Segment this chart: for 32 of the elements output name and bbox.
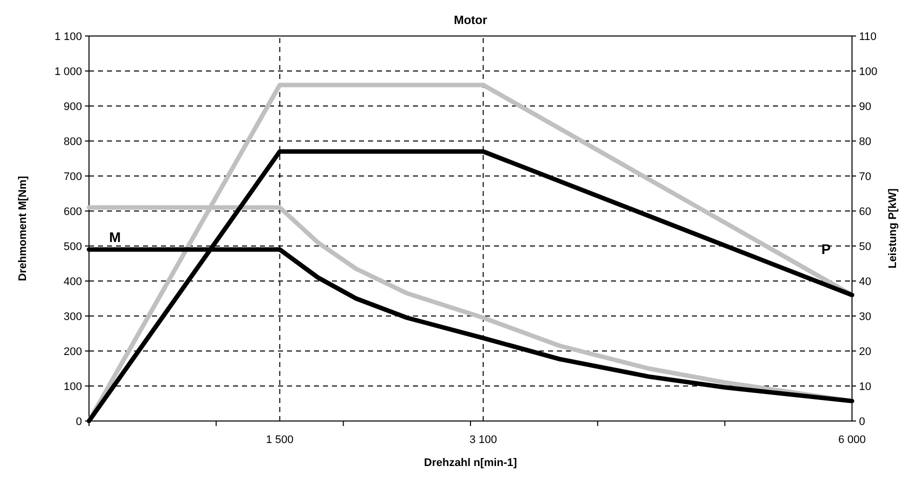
- y-axis-title: Drehmoment M[Nm]: [17, 176, 29, 282]
- y2-tick-label: 90: [859, 101, 872, 113]
- y-tick-label: 300: [64, 311, 82, 323]
- x-tick-label: 6 000: [838, 434, 866, 446]
- y-tick-label: 400: [64, 276, 82, 288]
- y2-tick-label: 100: [859, 66, 878, 78]
- y2-tick-label: 30: [859, 311, 872, 323]
- y2-tick-label: 50: [859, 241, 872, 253]
- y2-tick-label: 0: [859, 416, 866, 428]
- y2-tick-label: 20: [859, 346, 872, 358]
- y-tick-label: 1 100: [54, 31, 82, 43]
- y2-tick-label: 10: [859, 381, 872, 393]
- y2-tick-label: 80: [859, 136, 872, 148]
- y2-tick-label: 60: [859, 206, 872, 218]
- y-tick-label: 0: [76, 416, 82, 428]
- x-tick-label: 3 100: [469, 434, 497, 446]
- y-tick-label: 500: [64, 241, 82, 253]
- y-tick-label: 700: [64, 171, 82, 183]
- chart-title: Motor: [454, 13, 488, 27]
- x-axis-title: Drehzahl n[min-1]: [424, 457, 518, 469]
- y-tick-label: 900: [64, 101, 82, 113]
- x-tick-label: 1 500: [266, 434, 294, 446]
- y2-tick-label: 110: [859, 31, 877, 43]
- y-tick-label: 800: [64, 136, 82, 148]
- y2-tick-label: 40: [859, 276, 872, 288]
- y2-tick-label: 70: [859, 171, 872, 183]
- y-tick-label: 600: [64, 206, 82, 218]
- y-tick-label: 200: [64, 346, 82, 358]
- annotation: M: [109, 229, 121, 245]
- y-tick-label: 1 000: [54, 66, 82, 78]
- y2-axis-title: Leistung P[kW]: [887, 188, 899, 269]
- y-tick-label: 100: [64, 381, 82, 393]
